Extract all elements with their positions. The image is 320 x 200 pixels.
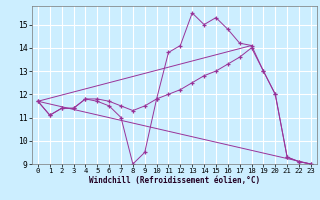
X-axis label: Windchill (Refroidissement éolien,°C): Windchill (Refroidissement éolien,°C) — [89, 176, 260, 185]
